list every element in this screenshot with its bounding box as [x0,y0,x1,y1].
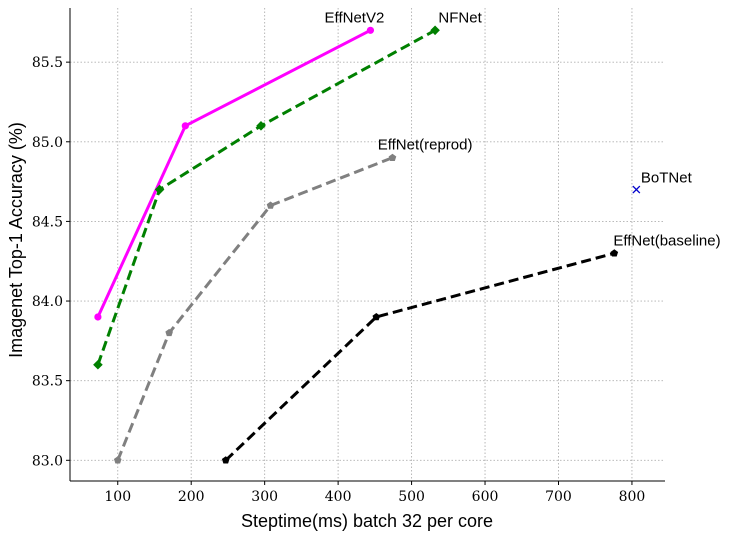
data-point-nfnet [154,184,165,195]
data-point-effnet-baseline [221,456,230,464]
data-point-nfnet [430,25,440,36]
data-point-effnet-reprod [165,328,173,337]
y-axis-title: Imagenet Top-1 Accuracy (%) [6,122,26,358]
data-point-nfnet [93,359,103,370]
x-tick-label: 200 [178,489,205,505]
x-tick-label: 700 [545,489,572,505]
y-tick-label: 83.0 [32,453,63,469]
y-tick-label: 85.0 [32,135,63,151]
series-nfnet [93,25,440,370]
data-point-effnet-baseline [610,249,619,257]
data-series [93,25,641,464]
data-point-effnetv2 [366,26,375,34]
series-line-nfnet [96,28,436,366]
y-tick-label: 83.5 [32,374,63,390]
data-point-effnet-reprod [266,201,275,209]
data-point-effnetv2 [181,122,189,130]
series-botnet [632,185,641,194]
data-point-botnet [632,185,641,194]
series-effnetv2 [94,26,375,321]
x-tick-label: 400 [325,489,352,505]
series-line-effnet-reprod [116,156,394,461]
data-point-effnet-reprod [113,456,122,464]
x-tick-label: 600 [472,489,499,505]
grid-lines [70,8,665,481]
series-effnet-baseline [221,249,619,464]
y-tick-label: 85.5 [32,55,63,71]
series-label-effnet-baseline: EffNet(baseline) [613,232,720,249]
data-point-nfnet [256,121,266,131]
series-label-effnet-reprod: EffNet(reprod) [378,137,473,154]
series-labels: EffNetV2 NFNet EffNet(reprod) EffNet(baseli… [325,9,721,249]
x-tick-label: 800 [619,489,646,505]
data-point-effnetv2 [94,313,102,321]
y-tick-label: 84.5 [32,214,63,230]
tick-labels: 100 200 300 400 500 600 700 800 83.0 83.5 84.0 84.5… [32,55,645,505]
series-label-effnetv2: EffNetV2 [325,9,385,26]
x-tick-label: 100 [104,489,131,505]
data-point-effnet-reprod [388,153,397,161]
y-tick-label: 84.0 [32,294,63,310]
x-axis-title: Steptime(ms) batch 32 per core [241,511,493,531]
axes [66,8,665,485]
series-label-nfnet: NFNet [438,9,482,26]
x-tick-label: 300 [251,489,278,505]
series-label-botnet: BoTNet [641,170,693,187]
series-effnet-reprod [113,153,397,464]
data-point-effnet-baseline [372,312,381,321]
series-line-effnetv2 [96,28,372,318]
series-line-effnet-baseline [224,251,615,462]
x-tick-label: 500 [398,489,425,505]
x-marker-stroke [632,185,641,194]
